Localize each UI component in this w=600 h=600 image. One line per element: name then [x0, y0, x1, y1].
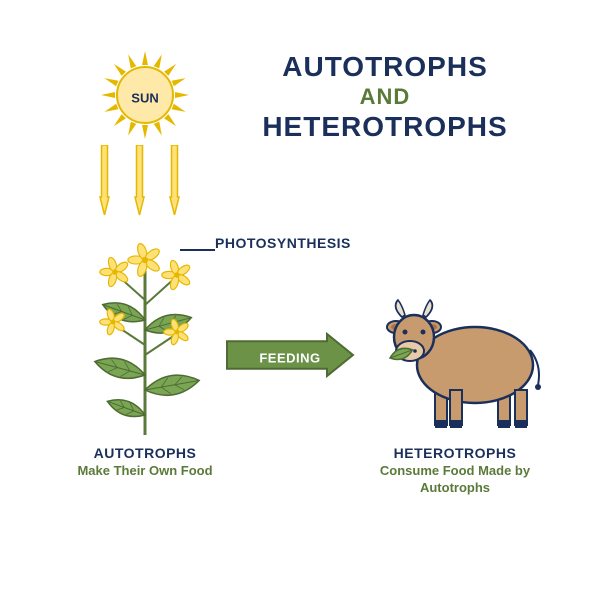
feeding-arrow: FEEDING [225, 330, 355, 385]
cow-icon [370, 290, 550, 440]
feeding-label: FEEDING [259, 350, 320, 365]
sun-label: SUN [131, 90, 158, 105]
plant [80, 240, 220, 445]
heterotrophs-caption: HETEROTROPHS Consume Food Made by Autotr… [370, 445, 540, 497]
autotrophs-caption: AUTOTROPHS Make Their Own Food [60, 445, 230, 480]
autotrophs-title: AUTOTROPHS [60, 445, 230, 461]
title-and: AND [230, 84, 540, 110]
plant-icon [80, 240, 220, 440]
sun: SUN [100, 50, 190, 145]
heterotrophs-title: HETEROTROPHS [370, 445, 540, 461]
photosynthesis-label: PHOTOSYNTHESIS [215, 235, 351, 251]
sunlight-arrows [95, 145, 193, 240]
cow [370, 290, 550, 445]
photosynthesis-callout: PHOTOSYNTHESIS [215, 235, 351, 253]
diagram-title: AUTOTROPHS AND HETEROTROPHS [230, 50, 540, 144]
autotrophs-sub: Make Their Own Food [60, 463, 230, 480]
heterotrophs-sub: Consume Food Made by Autotrophs [370, 463, 540, 497]
arrows-down-icon [95, 145, 193, 235]
title-line-1: AUTOTROPHS [230, 50, 540, 84]
title-line-2: HETEROTROPHS [230, 110, 540, 144]
